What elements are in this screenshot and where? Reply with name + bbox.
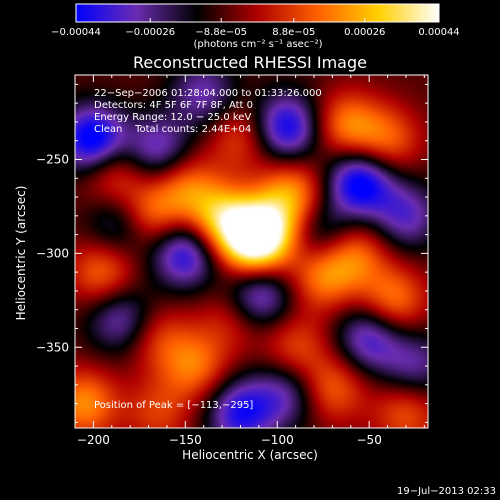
x-tick-label: −200 <box>77 433 110 447</box>
colorbar: −0.00044 −0.00026 −8.8e−05 8.8e−05 0.00026 0.… <box>51 3 460 50</box>
colorbar-tick-label: −0.00026 <box>125 27 175 38</box>
annotations: 22−Sep−2006 01:28:04.000 to 01:33:26.000… <box>94 88 322 411</box>
y-tick-label: −250 <box>36 152 69 166</box>
colorbar-ticks: −0.00044 −0.00026 −8.8e−05 8.8e−05 0.00026 0.… <box>51 18 460 38</box>
x-tick-label: −50 <box>357 433 382 447</box>
colorbar-tick-label: 8.8e−05 <box>272 27 315 38</box>
annotation-peak: Position of Peak = [−113,−295] <box>94 400 253 411</box>
heatmap-image <box>75 75 428 428</box>
colorbar-tick-label: 0.00026 <box>344 27 385 38</box>
y-axis-ticks: −250 −300 −350 <box>36 83 428 423</box>
colorbar-units: (photons cm⁻² s⁻¹ asec⁻²) <box>193 39 322 50</box>
annotation-detectors: Detectors: 4F 5F 6F 7F 8F, Att 0 <box>94 100 253 111</box>
y-tick-label: −350 <box>36 340 69 354</box>
annotation-energy: Energy Range: 12.0 − 25.0 keV <box>94 112 251 123</box>
x-axis-label: Heliocentric X (arcsec) <box>182 448 318 462</box>
plot-area: −200 −150 −100 −50 −250 −300 −350 <box>36 74 429 447</box>
x-tick-label: −100 <box>261 433 294 447</box>
colorbar-strip <box>75 3 440 23</box>
plot-frame <box>74 74 429 429</box>
x-axis-ticks: −200 −150 −100 −50 <box>77 75 425 447</box>
y-axis-label: Heliocentric Y (arcsec) <box>14 186 28 321</box>
annotation-time-range: 22−Sep−2006 01:28:04.000 to 01:33:26.000 <box>94 88 322 99</box>
chart-title: Reconstructed RHESSI Image <box>133 53 367 72</box>
colorbar-tick-label: −8.8e−05 <box>195 27 247 38</box>
colorbar-tick-label: −0.00044 <box>51 27 101 38</box>
colorbar-tick-label: 0.00044 <box>418 27 459 38</box>
annotation-clean: Clean Total counts: 2.44E+04 <box>94 124 251 135</box>
x-tick-label: −150 <box>169 433 202 447</box>
y-tick-label: −300 <box>36 246 69 260</box>
footer-timestamp: 19−Jul−2013 02:33 <box>397 486 496 497</box>
